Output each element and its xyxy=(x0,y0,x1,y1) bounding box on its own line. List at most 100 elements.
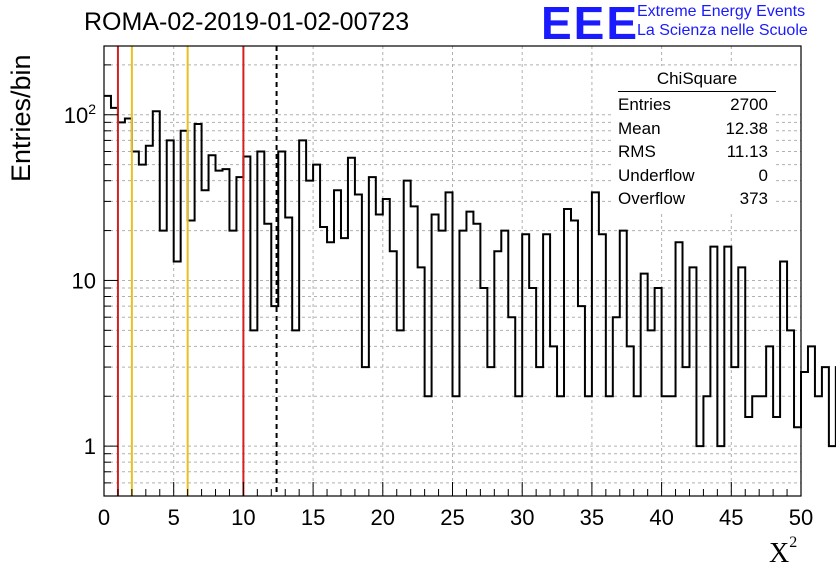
histogram-bin xyxy=(787,330,794,496)
histogram-bin xyxy=(292,330,299,496)
histogram-bin xyxy=(209,155,216,496)
x-tick-label: 10 xyxy=(231,505,255,530)
stats-row-entries: Entries 2700 xyxy=(612,93,776,117)
histogram-bin xyxy=(195,124,202,496)
x-tick-label: 40 xyxy=(649,505,673,530)
histogram-bin xyxy=(313,165,320,496)
histogram-bin xyxy=(780,262,787,496)
x-tick-label: 25 xyxy=(440,505,464,530)
histogram-bin xyxy=(627,346,634,496)
x-tick-label: 30 xyxy=(510,505,534,530)
histogram-bin xyxy=(404,181,411,496)
histogram-bin xyxy=(334,190,341,496)
histogram-bin xyxy=(174,262,181,496)
x-tick-label: 0 xyxy=(98,505,110,530)
stats-row-underflow: Underflow 0 xyxy=(612,164,776,188)
histogram-bin xyxy=(216,171,223,496)
histogram-bin xyxy=(648,330,655,496)
histogram-bin xyxy=(285,217,292,496)
histogram-bin xyxy=(466,212,473,496)
histogram-bin xyxy=(578,306,585,496)
histogram-bin xyxy=(752,396,759,496)
histogram-bin xyxy=(418,267,425,496)
histogram-bin xyxy=(766,346,773,496)
histogram-outline xyxy=(104,94,836,448)
histogram-series xyxy=(104,94,836,496)
stats-row-mean: Mean 12.38 xyxy=(612,117,776,141)
histogram-bin xyxy=(592,192,599,496)
histogram-bin xyxy=(299,140,306,496)
histogram-bin xyxy=(655,288,662,496)
histogram-bin xyxy=(794,427,801,496)
histogram-bin xyxy=(745,417,752,496)
histogram-bin xyxy=(376,215,383,496)
histogram-bin xyxy=(599,234,606,496)
histogram-bin xyxy=(257,152,264,496)
histogram-bin xyxy=(229,231,236,496)
histogram-bin xyxy=(773,417,780,496)
histogram-bin xyxy=(369,177,376,496)
histogram-bin xyxy=(815,396,822,496)
histogram-bin xyxy=(480,288,487,496)
histogram-bin xyxy=(202,190,209,496)
stats-label: RMS xyxy=(618,142,656,161)
histogram-bin xyxy=(662,396,669,496)
histogram-bin xyxy=(529,288,536,496)
logo-line-2: La Scienza nelle Scuole xyxy=(637,22,808,39)
vertical-lines xyxy=(116,46,278,496)
x-tick-label: 15 xyxy=(301,505,325,530)
histogram-bin xyxy=(250,330,257,496)
histogram-bin xyxy=(717,446,724,496)
histogram-bin xyxy=(487,367,494,496)
histogram-bin xyxy=(459,231,466,496)
stats-label: Underflow xyxy=(618,165,695,185)
histogram-bin xyxy=(453,396,460,496)
histogram-bin xyxy=(362,367,369,496)
histogram-bin xyxy=(222,169,229,496)
histogram-bin xyxy=(808,346,815,496)
x-tick-label: 50 xyxy=(789,505,813,530)
y-tick-label: 102 xyxy=(64,101,96,128)
histogram-bin xyxy=(236,177,243,496)
histogram-bin xyxy=(829,446,836,496)
histogram-bin xyxy=(167,140,174,496)
y-tick-label: 10 xyxy=(72,268,96,293)
y-axis-label: Entries/bin xyxy=(6,54,36,182)
histogram-bin xyxy=(710,247,717,496)
histogram-bin xyxy=(146,146,153,496)
histogram-bin xyxy=(613,317,620,496)
histogram-bin xyxy=(522,234,529,496)
stats-title: ChiSquare xyxy=(618,66,776,92)
histogram-bin xyxy=(669,396,676,496)
histogram-bin xyxy=(243,156,250,496)
histogram-bin xyxy=(104,96,111,496)
histogram-bin xyxy=(139,165,146,496)
histogram-bin xyxy=(341,238,348,496)
logo-line-1: Extreme Energy Events xyxy=(637,3,806,20)
histogram-bin xyxy=(731,367,738,496)
histogram-bin xyxy=(724,247,731,496)
chart-title: ROMA-02-2019-01-02-00723 xyxy=(84,8,410,36)
y-tick-label: 1 xyxy=(84,434,96,459)
histogram-bin xyxy=(557,396,564,496)
histogram-bin xyxy=(278,152,285,496)
histogram-bin xyxy=(585,396,592,496)
histogram-bin xyxy=(439,231,446,496)
histogram-bin xyxy=(153,111,160,496)
histogram-bin xyxy=(446,192,453,496)
histogram-bin xyxy=(390,251,397,496)
histogram-bin xyxy=(132,152,139,496)
x-tick-label: 20 xyxy=(371,505,395,530)
histogram-bin xyxy=(571,221,578,496)
histogram-bin xyxy=(536,367,543,496)
histogram-bin xyxy=(822,367,829,496)
stats-value: 0 xyxy=(758,165,768,185)
histogram-bin xyxy=(327,242,334,496)
x-axis-label-base: X xyxy=(769,538,790,569)
x-axis-label: X2 xyxy=(769,534,797,570)
histogram-bin xyxy=(320,227,327,496)
histogram-bin xyxy=(738,267,745,496)
histogram-bin xyxy=(620,231,627,496)
histogram-bin xyxy=(606,396,613,496)
